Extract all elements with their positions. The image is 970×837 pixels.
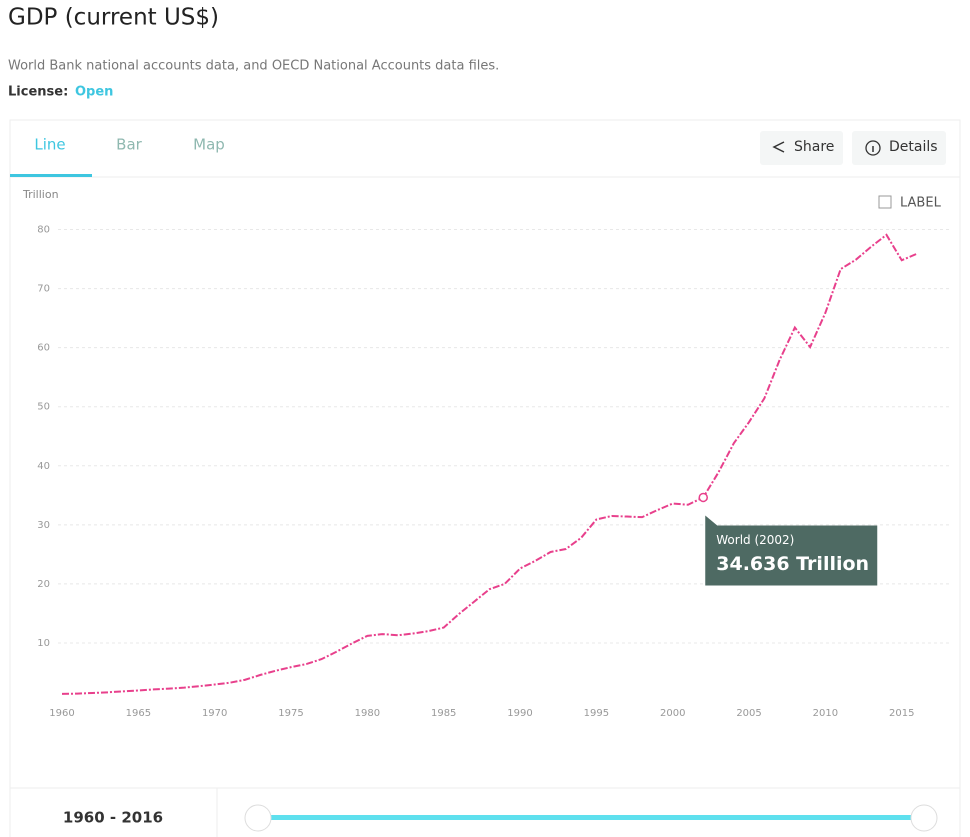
y-unit: Trillion [22,188,59,201]
details-button[interactable] [852,131,946,165]
x-tick-label: 2015 [889,708,914,719]
x-tick-label: 1995 [584,708,609,719]
tab-underline [10,174,92,177]
source: World Bank national accounts data, and O… [8,59,499,74]
info-icon [865,140,881,156]
x-tick-label: 1960 [49,708,74,719]
y-tick-label: 20 [37,579,50,590]
card [9,119,961,837]
details-label[interactable]: Details [889,139,938,155]
y-tick-label: 70 [37,284,50,295]
x-tick-label: 1990 [507,708,532,719]
label-toggle[interactable]: LABEL [900,196,942,211]
slider-handle[interactable] [244,804,272,832]
license-link[interactable]: Open [75,85,113,100]
slider-track [258,815,925,820]
tooltip-value: 34.636 Trillion [716,553,869,575]
x-tick-label: 1965 [126,708,151,719]
x-tick-label: 1985 [431,708,456,719]
share-button[interactable] [760,131,843,165]
share-label[interactable]: Share [794,139,834,155]
y-tick-label: 40 [37,461,50,472]
y-tick-label: 80 [37,225,50,236]
x-tick-label: 2005 [736,708,761,719]
tooltip-title: World (2002) [716,533,794,547]
slider-handle[interactable] [910,804,938,832]
x-tick-label: 2010 [813,708,838,719]
y-tick-label: 50 [37,402,50,413]
tab[interactable]: Map [193,136,225,154]
tab[interactable]: Bar [116,136,142,154]
x-tick-label: 1975 [278,708,303,719]
y-tick-label: 30 [37,520,50,531]
x-tick-label: 1980 [355,708,380,719]
license-label: License: [8,85,68,100]
share-icon [772,141,785,153]
y-tick-label: 10 [37,638,50,649]
y-tick-label: 60 [37,343,50,354]
tab[interactable]: Line [34,136,65,154]
x-tick-label: 1970 [202,708,227,719]
range-label: 1960 - 2016 [63,809,163,827]
data-line [61,233,918,695]
x-tick-label: 2000 [660,708,685,719]
label-checkbox[interactable] [878,195,892,209]
page-title: GDP (current US$) [8,5,219,31]
tooltip-box [705,515,878,586]
hover-point [698,492,708,503]
